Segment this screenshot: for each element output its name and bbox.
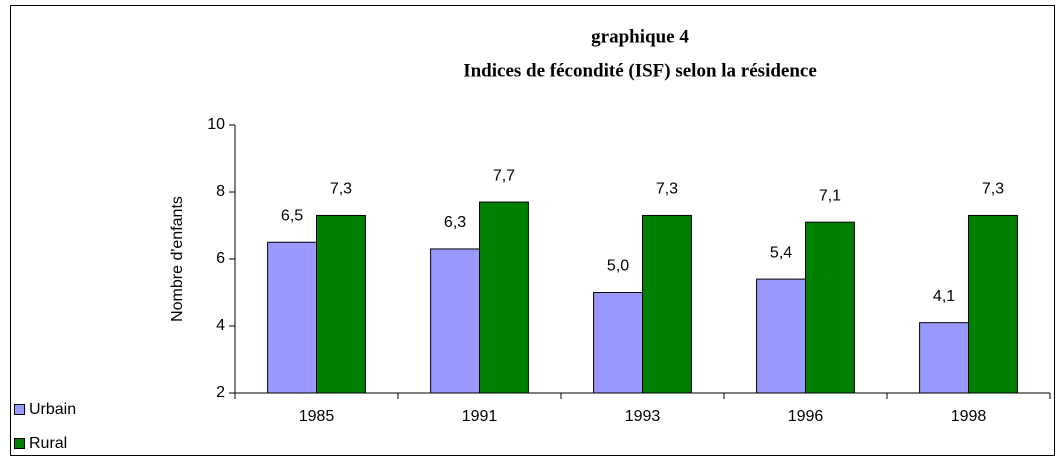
chart-title: graphique 4 — [591, 26, 689, 47]
y-tick-label: 8 — [216, 183, 225, 200]
y-tick-label: 10 — [207, 116, 225, 133]
value-label: 5,0 — [607, 258, 629, 275]
value-label: 7,3 — [656, 181, 678, 198]
x-tick-label: 1998 — [951, 408, 987, 425]
y-axis-title: Nombre d'enfants — [169, 196, 186, 322]
value-label: 7,3 — [982, 181, 1004, 198]
value-label: 5,4 — [770, 244, 792, 261]
value-label: 7,7 — [493, 167, 515, 184]
bar — [756, 278, 806, 394]
value-label: 4,1 — [933, 288, 955, 305]
bar — [316, 214, 366, 394]
legend-swatch — [14, 438, 25, 449]
y-tick-label: 4 — [216, 317, 225, 334]
value-label: 7,3 — [330, 181, 352, 198]
bar — [479, 201, 529, 394]
chart-border — [10, 5, 1055, 456]
y-tick-label: 6 — [216, 250, 225, 267]
y-tick-label: 2 — [216, 384, 225, 401]
bar — [593, 292, 643, 394]
x-tick-label: 1996 — [788, 408, 824, 425]
chart-subtitle: Indices de fécondité (ISF) selon la rési… — [463, 60, 817, 81]
bar — [267, 241, 318, 394]
bar — [968, 214, 1018, 394]
bar — [430, 248, 481, 394]
x-tick-label: 1993 — [625, 408, 661, 425]
legend-label: Urbain — [29, 401, 76, 418]
legend-swatch — [14, 404, 25, 415]
value-label: 6,3 — [444, 214, 466, 231]
value-label: 6,5 — [281, 207, 303, 224]
bar — [805, 221, 855, 394]
x-tick-label: 1991 — [462, 408, 498, 425]
x-tick-label: 1985 — [299, 408, 335, 425]
bar — [919, 322, 969, 394]
legend-label: Rural — [29, 435, 67, 452]
value-label: 7,1 — [819, 187, 841, 204]
bar — [642, 214, 692, 394]
